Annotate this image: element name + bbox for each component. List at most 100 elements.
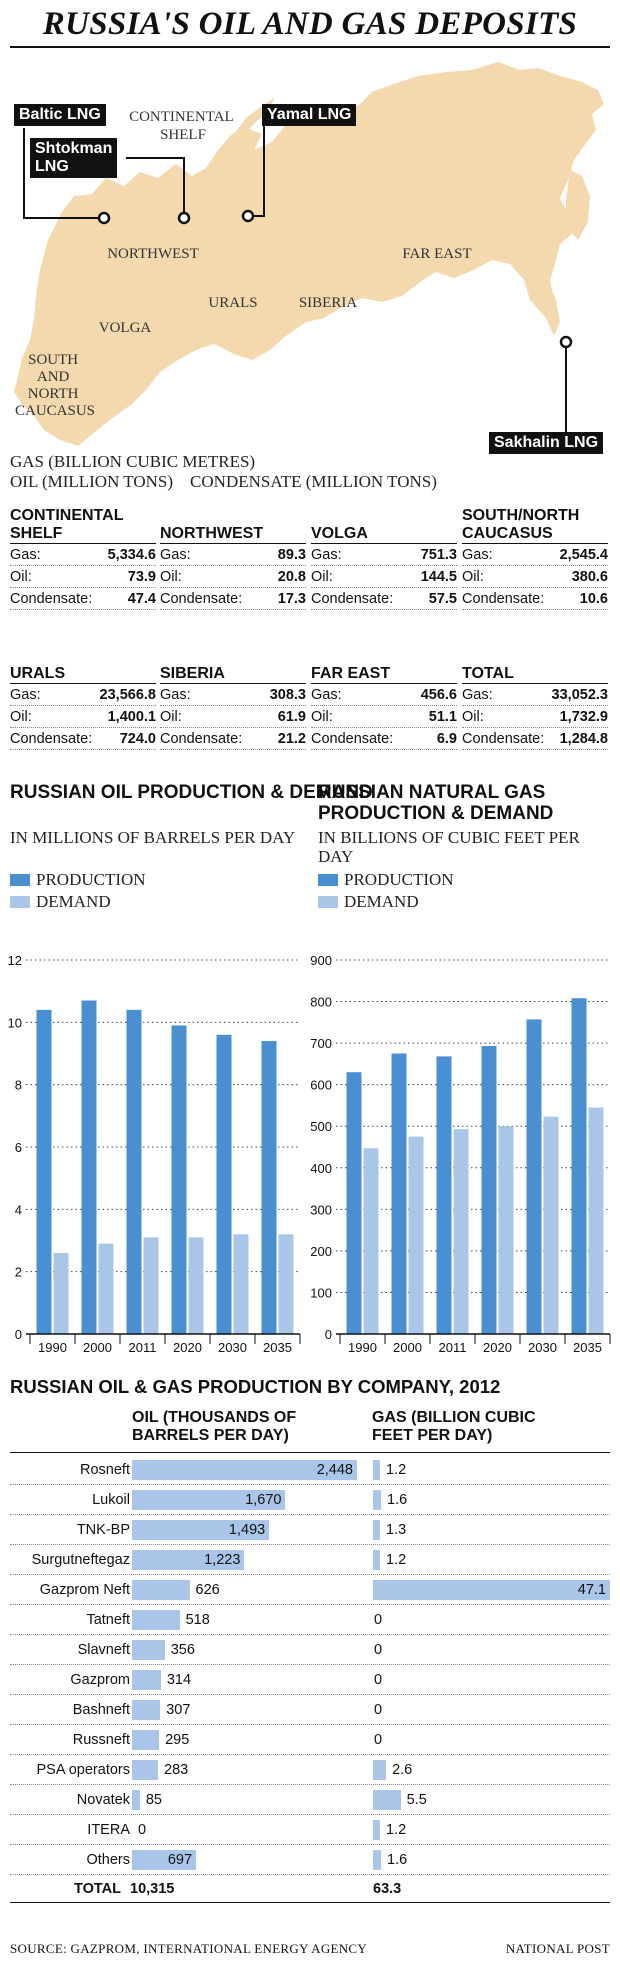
reserve-region-0: CONTINENTAL SHELF Gas: 5,334.6 Oil: 73.9 Conde… — [10, 500, 156, 610]
oil-column-header: OIL (THOUSANDS OF BARRELS PER DAY) — [132, 1409, 297, 1444]
reserve-row-gas: Gas: 2,545.4 — [462, 544, 608, 566]
oil-bar-rosneft — [132, 1460, 357, 1480]
gas-y-tick-label: 800 — [310, 995, 332, 1010]
total-label: TOTAL — [74, 1881, 121, 1897]
company-row: Gazprom 314 0 — [10, 1665, 610, 1695]
oil-value-label: 1,493 — [228, 1522, 266, 1538]
gas-value-label: 0 — [374, 1672, 383, 1688]
reserve-label: Gas: — [10, 547, 41, 563]
company-name: Tatneft — [86, 1612, 130, 1628]
reserve-label: Oil: — [10, 569, 32, 585]
reserve-label: Oil: — [311, 569, 333, 585]
reserve-row-condensate: Condensate: 6.9 — [311, 728, 457, 750]
oil-value-label: 1,670 — [245, 1492, 282, 1508]
oil-bar-novatek — [132, 1790, 140, 1810]
shtokman-lng-marker — [177, 211, 191, 225]
reserve-row-gas: Gas: 456.6 — [311, 684, 457, 706]
oil-bar-slavneft — [132, 1640, 165, 1660]
oil-bar-tatneft — [132, 1610, 180, 1630]
reserve-label: Oil: — [311, 709, 333, 725]
reserve-label: Condensate: — [462, 731, 545, 747]
reserve-value: 1,732.9 — [559, 709, 608, 725]
reserve-value: 20.8 — [277, 569, 306, 585]
gas-y-tick-label: 400 — [310, 1161, 332, 1176]
reserve-row-oil: Oil: 144.5 — [311, 566, 457, 588]
gas-value-label: 0 — [374, 1732, 383, 1748]
reserve-row-oil: Oil: 73.9 — [10, 566, 156, 588]
oil-bar-demand-2020 — [188, 1237, 204, 1334]
oil-value-label: 307 — [166, 1702, 191, 1718]
reserve-row-condensate: Condensate: 10.6 — [462, 588, 608, 610]
reserve-value: 33,052.3 — [551, 687, 608, 703]
oil-bar-production-2011 — [126, 1009, 142, 1334]
reserve-row-gas: Gas: 89.3 — [160, 544, 306, 566]
oil-bar-production-1990 — [36, 1009, 52, 1334]
reserve-label: Gas: — [311, 547, 342, 563]
gas-y-tick-label: 0 — [325, 1327, 332, 1342]
oil-category-label: 2035 — [263, 1340, 292, 1355]
legend-swatch — [318, 896, 338, 908]
gas-bar-surgutneftegaz — [373, 1550, 380, 1570]
reserve-value: 51.1 — [428, 709, 457, 725]
company-row: Others 697 1.6 — [10, 1845, 610, 1875]
oil-category-label: 2000 — [83, 1340, 112, 1355]
reserve-row-oil: Oil: 1,400.1 — [10, 706, 156, 728]
reserve-region-3: SOUTH/NORTH CAUCASUS Gas: 2,545.4 Oil: 380.6 C… — [462, 500, 608, 610]
oil-value-label: 626 — [195, 1582, 220, 1598]
gas-chart-title: RUSSIAN NATURAL GAS PRODUCTION & DEMAND — [318, 782, 554, 824]
reserve-row-gas: Gas: 33,052.3 — [462, 684, 608, 706]
company-total-row: TOTAL 10,315 63.3 — [10, 1875, 610, 1903]
reserve-row-condensate: Condensate: 724.0 — [10, 728, 156, 750]
gas-bar-production-2011 — [436, 1056, 452, 1334]
russia-landmass — [14, 62, 604, 446]
reserve-region-header: SIBERIA — [160, 640, 306, 684]
oil-y-tick-label: 2 — [15, 1265, 22, 1280]
reserve-value: 1,284.8 — [559, 731, 608, 747]
reserve-value: 751.3 — [420, 547, 457, 563]
reserve-label: Oil: — [10, 709, 32, 725]
gas-y-tick-label: 700 — [310, 1036, 332, 1051]
gas-y-tick-label: 900 — [310, 953, 332, 968]
reserve-region-header: CONTINENTAL SHELF — [10, 500, 156, 544]
gas-bar-production-2035 — [571, 998, 587, 1334]
reserve-region-name: VOLGA — [311, 525, 368, 542]
oil-y-tick-label: 10 — [8, 1015, 22, 1030]
reserve-value: 17.3 — [277, 591, 306, 607]
reserve-region-name: FAR EAST — [311, 665, 391, 682]
oil-category-label: 2011 — [129, 1340, 157, 1355]
reserve-row-oil: Oil: 1,732.9 — [462, 706, 608, 728]
oil-bar-others — [132, 1850, 197, 1870]
company-row: Slavneft 356 0 — [10, 1635, 610, 1665]
reserve-region-name: SOUTH/NORTH CAUCASUS — [462, 507, 580, 542]
reserve-value: 23,566.8 — [99, 687, 156, 703]
reserve-row-condensate: Condensate: 17.3 — [160, 588, 306, 610]
reserve-row-oil: Oil: 51.1 — [311, 706, 457, 728]
gas-bar-demand-2030 — [543, 1116, 559, 1334]
reserve-value: 47.4 — [127, 591, 156, 607]
sakhalin-lng-marker — [559, 335, 573, 349]
reserve-label: Gas: — [10, 687, 41, 703]
gas-category-label: 2011 — [439, 1340, 467, 1355]
reserve-value: 21.2 — [277, 731, 306, 747]
reserve-row-oil: Oil: 20.8 — [160, 566, 306, 588]
oil-value-label: 2,448 — [316, 1462, 353, 1478]
reserve-value: 456.6 — [420, 687, 457, 703]
oil-y-tick-label: 4 — [15, 1202, 22, 1217]
gas-bar-production-2000 — [391, 1053, 407, 1334]
company-row: Gazprom Neft 626 47.1 — [10, 1575, 610, 1605]
company-row: Rosneft 2,448 1.2 — [10, 1455, 610, 1485]
reserve-label: Gas: — [160, 547, 191, 563]
gas-bar-production-1990 — [346, 1072, 362, 1334]
reserve-label: Oil: — [462, 709, 484, 725]
reserve-label: Condensate: — [311, 731, 394, 747]
company-name: Gazprom — [70, 1672, 130, 1688]
oil-bar-demand-2000 — [98, 1243, 114, 1334]
reserve-row-condensate: Condensate: 1,284.8 — [462, 728, 608, 750]
reserve-label: Gas: — [462, 547, 493, 563]
reserve-region-name: SIBERIA — [160, 665, 225, 682]
reserve-region-6: FAR EAST Gas: 456.6 Oil: 51.1 Condensate: 6.9 — [311, 640, 457, 750]
legend-swatch — [10, 874, 30, 886]
region-label-far-east: FAR EAST — [402, 246, 471, 262]
units-oil-condensate: OIL (MILLION TONS) CONDENSATE (MILLION T… — [10, 472, 437, 491]
oil-legend-demand: DEMAND — [10, 892, 111, 911]
